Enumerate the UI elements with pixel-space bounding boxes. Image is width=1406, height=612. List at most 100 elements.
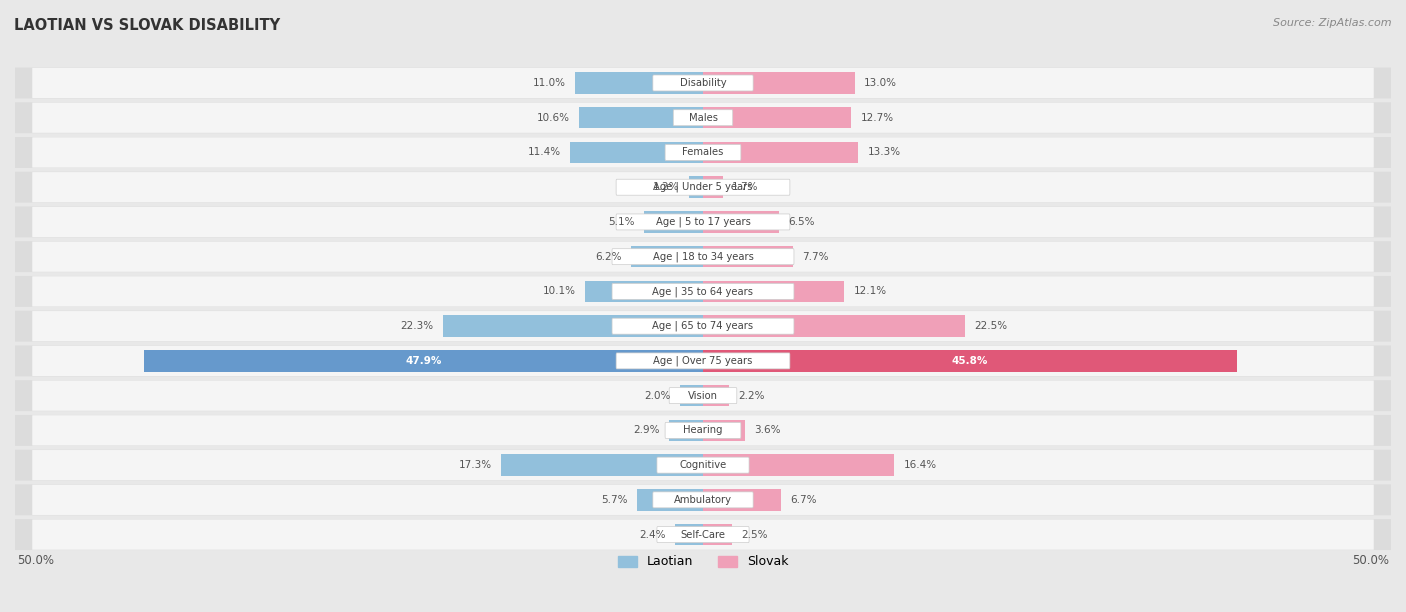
FancyBboxPatch shape <box>32 276 1374 307</box>
Text: 16.4%: 16.4% <box>904 460 936 470</box>
FancyBboxPatch shape <box>612 318 794 334</box>
Text: 11.0%: 11.0% <box>533 78 565 88</box>
Bar <box>569 142 703 163</box>
FancyBboxPatch shape <box>652 75 754 91</box>
Bar <box>575 72 703 94</box>
Text: 1.2%: 1.2% <box>654 182 679 192</box>
FancyBboxPatch shape <box>15 519 1391 550</box>
FancyBboxPatch shape <box>657 457 749 473</box>
FancyBboxPatch shape <box>15 345 1391 376</box>
FancyBboxPatch shape <box>616 179 790 195</box>
Text: 22.5%: 22.5% <box>974 321 1008 331</box>
Bar <box>703 315 966 337</box>
Bar <box>443 315 703 337</box>
Text: 2.0%: 2.0% <box>644 390 671 401</box>
Text: 3.6%: 3.6% <box>754 425 780 435</box>
FancyBboxPatch shape <box>669 387 737 404</box>
Text: 13.3%: 13.3% <box>868 147 901 157</box>
FancyBboxPatch shape <box>673 110 733 125</box>
Text: 1.7%: 1.7% <box>733 182 759 192</box>
FancyBboxPatch shape <box>612 283 794 299</box>
FancyBboxPatch shape <box>32 207 1374 237</box>
Bar <box>703 281 844 302</box>
FancyBboxPatch shape <box>32 450 1374 480</box>
Bar <box>644 211 703 233</box>
FancyBboxPatch shape <box>652 492 754 508</box>
FancyBboxPatch shape <box>15 276 1391 307</box>
FancyBboxPatch shape <box>32 242 1374 272</box>
Text: 10.6%: 10.6% <box>537 113 569 123</box>
Bar <box>631 246 703 267</box>
FancyBboxPatch shape <box>32 68 1374 98</box>
Bar <box>502 454 703 476</box>
Bar <box>689 176 703 198</box>
Bar <box>145 350 703 371</box>
Bar <box>703 72 855 94</box>
Bar <box>703 385 728 406</box>
Text: 47.9%: 47.9% <box>405 356 441 366</box>
FancyBboxPatch shape <box>15 311 1391 341</box>
Text: Disability: Disability <box>679 78 727 88</box>
FancyBboxPatch shape <box>665 422 741 438</box>
Text: 6.5%: 6.5% <box>789 217 814 227</box>
Bar <box>703 176 723 198</box>
Legend: Laotian, Slovak: Laotian, Slovak <box>613 550 793 573</box>
FancyBboxPatch shape <box>15 241 1391 272</box>
FancyBboxPatch shape <box>32 346 1374 376</box>
Bar <box>675 524 703 545</box>
Text: Vision: Vision <box>688 390 718 401</box>
Bar <box>703 107 851 129</box>
Text: 12.1%: 12.1% <box>853 286 887 296</box>
Text: 5.7%: 5.7% <box>600 495 627 505</box>
Text: 50.0%: 50.0% <box>1351 554 1389 567</box>
Text: Ambulatory: Ambulatory <box>673 495 733 505</box>
FancyBboxPatch shape <box>15 380 1391 411</box>
Bar <box>585 281 703 302</box>
FancyBboxPatch shape <box>32 416 1374 446</box>
FancyBboxPatch shape <box>15 172 1391 203</box>
Text: 12.7%: 12.7% <box>860 113 894 123</box>
FancyBboxPatch shape <box>32 485 1374 515</box>
Text: 7.7%: 7.7% <box>801 252 828 262</box>
Bar <box>703 489 782 510</box>
Text: 6.7%: 6.7% <box>790 495 817 505</box>
FancyBboxPatch shape <box>15 485 1391 515</box>
Text: Age | 65 to 74 years: Age | 65 to 74 years <box>652 321 754 332</box>
FancyBboxPatch shape <box>32 520 1374 550</box>
FancyBboxPatch shape <box>15 206 1391 237</box>
FancyBboxPatch shape <box>15 137 1391 168</box>
Bar <box>637 489 703 510</box>
Text: Age | 5 to 17 years: Age | 5 to 17 years <box>655 217 751 227</box>
Bar <box>703 454 894 476</box>
Text: 6.2%: 6.2% <box>595 252 621 262</box>
Bar <box>703 524 733 545</box>
Text: LAOTIAN VS SLOVAK DISABILITY: LAOTIAN VS SLOVAK DISABILITY <box>14 18 280 34</box>
FancyBboxPatch shape <box>15 102 1391 133</box>
Text: 11.4%: 11.4% <box>527 147 561 157</box>
FancyBboxPatch shape <box>612 248 794 264</box>
Bar <box>703 142 858 163</box>
Bar <box>669 420 703 441</box>
Text: 2.4%: 2.4% <box>640 529 665 540</box>
Text: 13.0%: 13.0% <box>863 78 897 88</box>
Text: 22.3%: 22.3% <box>401 321 433 331</box>
Text: 17.3%: 17.3% <box>458 460 492 470</box>
Text: Cognitive: Cognitive <box>679 460 727 470</box>
Bar <box>579 107 703 129</box>
Text: Males: Males <box>689 113 717 123</box>
Text: 2.5%: 2.5% <box>741 529 768 540</box>
FancyBboxPatch shape <box>15 67 1391 99</box>
Bar <box>703 246 793 267</box>
Text: Hearing: Hearing <box>683 425 723 435</box>
FancyBboxPatch shape <box>15 415 1391 446</box>
Text: Age | Under 5 years: Age | Under 5 years <box>654 182 752 192</box>
Text: Females: Females <box>682 147 724 157</box>
FancyBboxPatch shape <box>616 353 790 369</box>
FancyBboxPatch shape <box>657 526 749 543</box>
Text: Age | Over 75 years: Age | Over 75 years <box>654 356 752 366</box>
Text: 5.1%: 5.1% <box>607 217 634 227</box>
Bar <box>703 350 1237 371</box>
Bar <box>703 420 745 441</box>
Text: Source: ZipAtlas.com: Source: ZipAtlas.com <box>1274 18 1392 28</box>
FancyBboxPatch shape <box>32 103 1374 133</box>
